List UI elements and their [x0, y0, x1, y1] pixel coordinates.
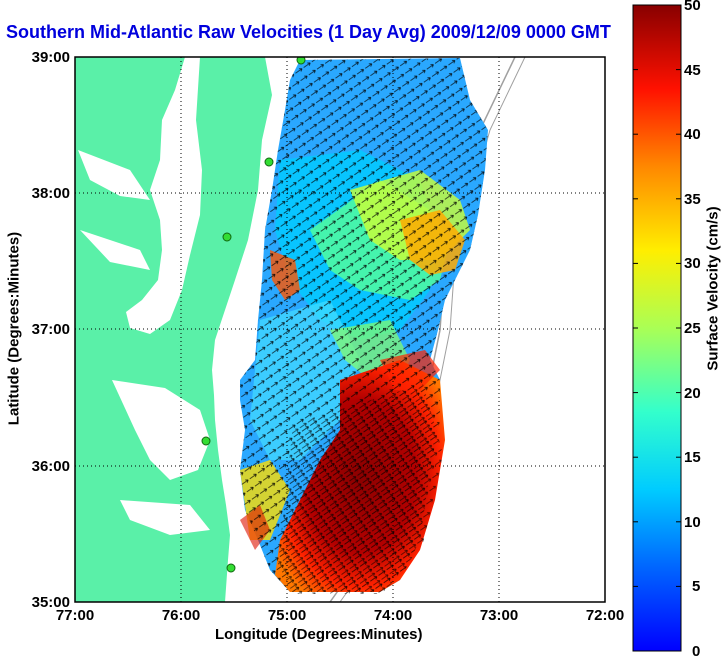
colorbar-ticks — [633, 4, 681, 587]
y-tick-labels: 39:00 38:00 37:00 36:00 35:00 — [32, 49, 70, 611]
x-tick: 76:00 — [162, 607, 200, 624]
colorbar-tick: 5 — [692, 578, 700, 595]
y-tick: 39:00 — [32, 49, 70, 66]
radar-stations — [201, 57, 306, 573]
x-tick: 77:00 — [56, 607, 94, 624]
map-title: Southern Mid-Atlantic Raw Velocities (1 … — [6, 22, 611, 42]
plot-frame — [74, 56, 606, 603]
colorbar-tick: 40 — [684, 126, 701, 143]
y-tick: 37:00 — [32, 321, 70, 338]
y-tick: 38:00 — [32, 185, 70, 202]
colorbar-tick: 15 — [684, 449, 701, 466]
colorbar — [632, 4, 682, 652]
x-tick: 73:00 — [480, 607, 518, 624]
colorbar-tick: 35 — [684, 191, 701, 208]
x-axis-title: Longitude (Degrees:Minutes) — [215, 626, 423, 643]
gridlines — [75, 57, 605, 602]
colorbar-tick: 10 — [684, 514, 701, 531]
velocity-field — [240, 58, 488, 594]
colorbar-tick: 0 — [692, 643, 700, 659]
y-tick: 35:00 — [32, 594, 70, 611]
colorbar-tick: 25 — [684, 320, 701, 337]
colorbar-tick: 45 — [684, 62, 701, 79]
chesapeake-bay — [126, 57, 202, 334]
colorbar-tick: 50 — [684, 0, 701, 14]
x-tick: 74:00 — [374, 607, 412, 624]
x-tick-labels: 77:00 76:00 75:00 74:00 73:00 72:00 — [56, 607, 624, 624]
colorbar-tick: 20 — [684, 385, 701, 402]
x-tick: 75:00 — [268, 607, 306, 624]
colorbar-tick-labels: 50 45 40 35 30 25 20 15 10 5 0 — [684, 0, 701, 659]
x-tick: 72:00 — [586, 607, 624, 624]
colorbar-tick: 30 — [684, 255, 701, 272]
y-tick: 36:00 — [32, 458, 70, 475]
